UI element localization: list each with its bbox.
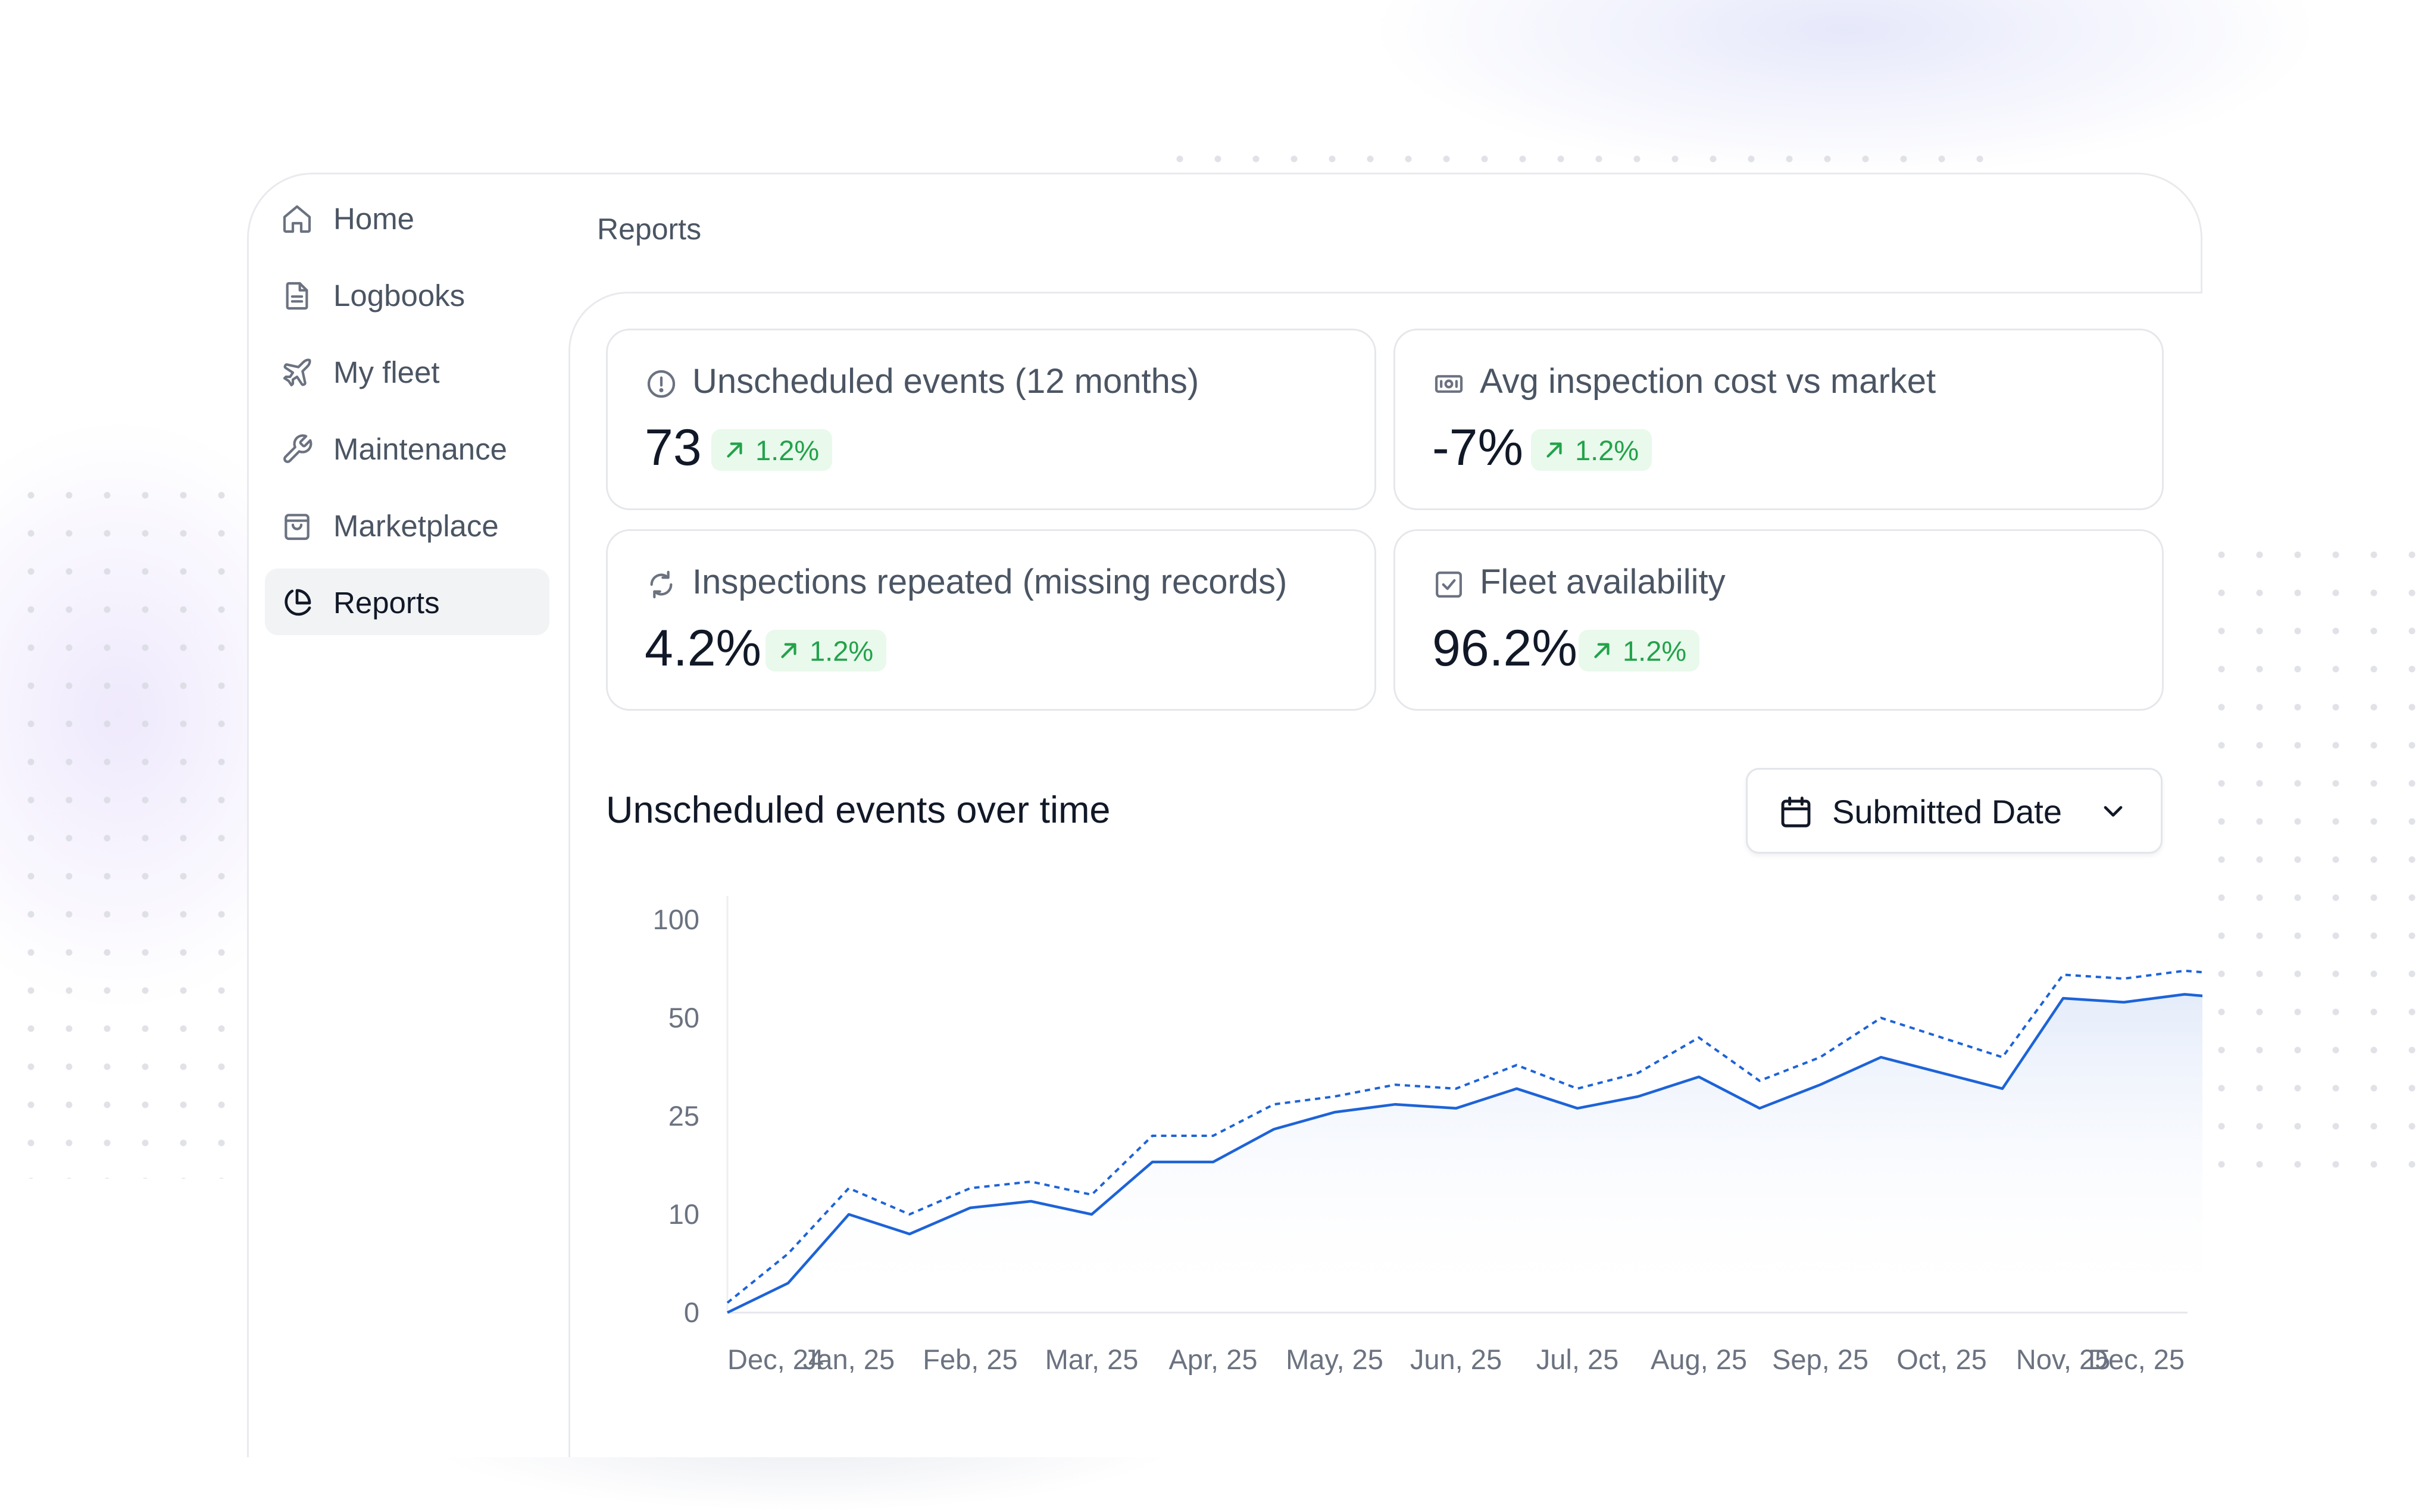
x-tick-label: Nov, 25: [2016, 1344, 2111, 1375]
y-tick-label: 25: [668, 1100, 699, 1132]
stat-value: 96.2%: [1432, 620, 1577, 677]
stat-title: Unscheduled events (12 months): [692, 362, 1199, 401]
change-value: 1.2%: [810, 635, 874, 667]
sidebar-item-reports[interactable]: Reports: [265, 568, 549, 635]
sidebar-item-logbooks[interactable]: Logbooks: [265, 261, 549, 328]
wrench-icon: [280, 433, 314, 466]
arrow-up-right-icon: [781, 643, 796, 658]
change-badge: 1.2%: [711, 429, 833, 471]
x-tick-label: Dec, 25: [2088, 1344, 2185, 1375]
x-tick-label: Jan, 25: [803, 1344, 895, 1375]
document-icon: [280, 279, 314, 313]
series-line-dashed: [726, 969, 2202, 1304]
x-tick-label: Feb, 25: [923, 1344, 1017, 1375]
sidebar-item-label: My fleet: [333, 355, 440, 389]
stat-value: 4.2%: [645, 620, 762, 677]
chart-title: Unscheduled events over time: [606, 789, 1111, 831]
pie-chart-icon: [280, 586, 314, 620]
stat-title: Inspections repeated (missing records): [692, 563, 1288, 601]
x-tick-label: Mar, 25: [1045, 1344, 1139, 1375]
sidebar-item-maintenance[interactable]: Maintenance: [265, 415, 549, 482]
arrow-up-right-icon: [1594, 643, 1610, 658]
x-tick-label: Oct, 25: [1896, 1344, 1987, 1375]
alert-circle-icon: [645, 367, 678, 401]
stat-value: 73: [645, 419, 702, 476]
date-filter-label: Submitted Date: [1832, 793, 2062, 830]
change-badge: 1.2%: [765, 630, 887, 671]
arrow-up-right-icon: [727, 442, 742, 458]
y-tick-label: 10: [668, 1198, 699, 1230]
sidebar: Home Logbooks My fleet Maintenance Marke…: [265, 185, 557, 645]
y-tick-label: 0: [684, 1297, 699, 1328]
stat-card-avg-inspection-cost: Avg inspection cost vs market -7% 1.2%: [1393, 329, 2164, 510]
sidebar-item-label: Marketplace: [333, 509, 499, 543]
calendar-icon: [1777, 794, 1814, 830]
shopping-bag-icon: [280, 510, 314, 543]
stat-card-unscheduled-events: Unscheduled events (12 months) 73 1.2%: [606, 329, 1376, 510]
series-line-solid: [727, 993, 2202, 1314]
arrow-up-right-icon: [1546, 442, 1562, 458]
x-tick-label: Aug, 25: [1651, 1344, 1747, 1375]
x-tick-label: Apr, 25: [1169, 1344, 1258, 1375]
series-area-fill: [727, 994, 2202, 1313]
plane-icon: [280, 356, 314, 389]
sidebar-item-marketplace[interactable]: Marketplace: [265, 492, 549, 558]
check-square-icon: [1432, 568, 1466, 601]
change-badge: 1.2%: [1531, 429, 1652, 471]
change-value: 1.2%: [1623, 635, 1687, 667]
sidebar-item-label: Logbooks: [333, 279, 465, 313]
sidebar-item-label: Reports: [333, 586, 440, 620]
stat-card-fleet-availability: Fleet availability 96.2% 1.2%: [1393, 529, 2164, 711]
x-tick-label: Jul, 25: [1536, 1344, 1618, 1375]
sidebar-item-label: Maintenance: [333, 432, 508, 466]
chevron-down-icon: [2098, 796, 2129, 827]
refresh-icon: [645, 568, 678, 601]
sidebar-item-home[interactable]: Home: [265, 185, 549, 251]
date-filter-dropdown[interactable]: Submitted Date: [1746, 768, 2163, 854]
banknote-icon: [1432, 367, 1466, 401]
x-tick-label: Jun, 25: [1410, 1344, 1502, 1375]
change-badge: 1.2%: [1579, 630, 1700, 671]
home-icon: [280, 202, 314, 236]
x-tick-label: Dec, 24: [727, 1344, 824, 1375]
sidebar-item-label: Home: [333, 202, 415, 236]
breadcrumb: Reports: [597, 213, 702, 246]
stat-value: -7%: [1432, 419, 1523, 476]
y-tick-label: 50: [668, 1002, 699, 1033]
stat-title: Avg inspection cost vs market: [1480, 362, 1936, 401]
stat-title: Fleet availability: [1480, 563, 1726, 601]
change-value: 1.2%: [1575, 434, 1639, 466]
x-tick-label: Sep, 25: [1772, 1344, 1868, 1375]
stat-card-inspections-repeated: Inspections repeated (missing records) 4…: [606, 529, 1376, 711]
change-value: 1.2%: [755, 434, 820, 466]
sidebar-item-my-fleet[interactable]: My fleet: [265, 338, 549, 405]
y-tick-label: 100: [653, 904, 699, 935]
x-tick-label: May, 25: [1286, 1344, 1383, 1375]
